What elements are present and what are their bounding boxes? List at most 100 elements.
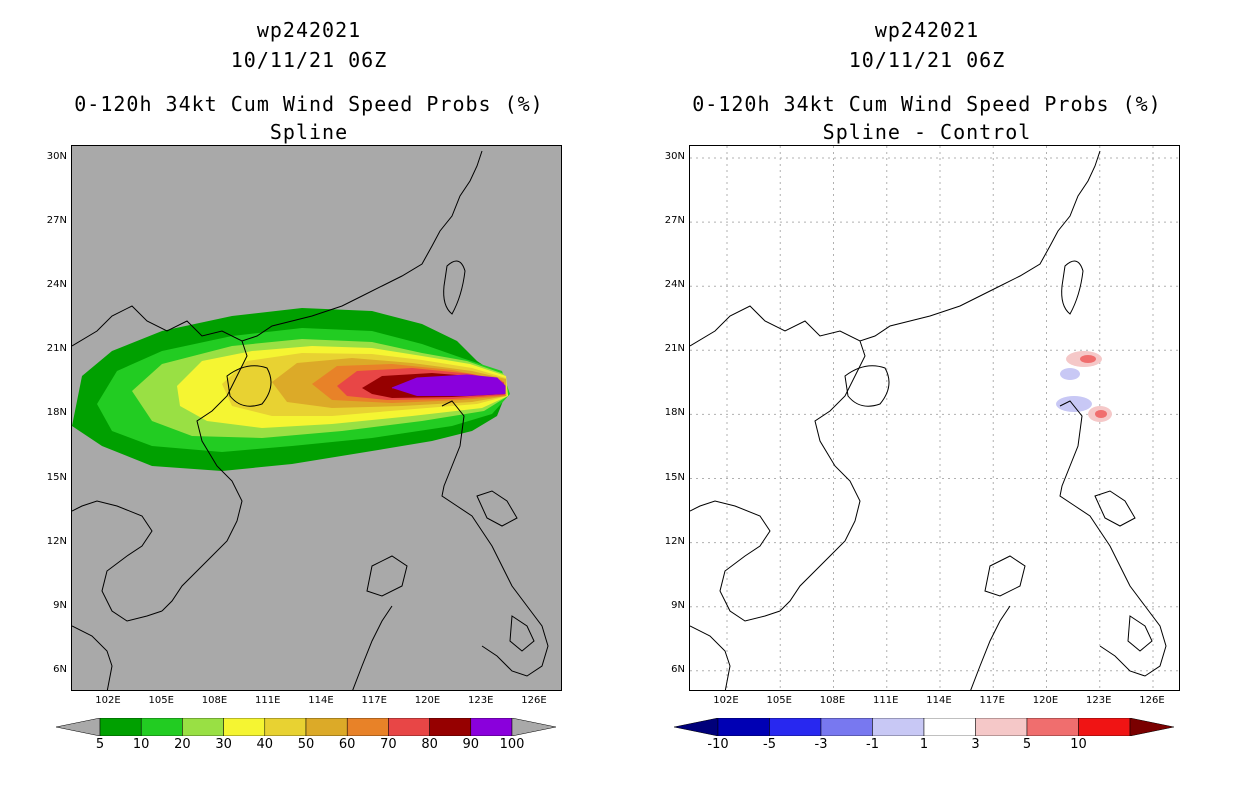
colorbar-label: 10 bbox=[132, 737, 150, 752]
longitude-label: 126E bbox=[1139, 695, 1165, 706]
coastline-segment bbox=[779, 340, 866, 612]
colorbar-label: 50 bbox=[297, 737, 315, 752]
coastline-segment bbox=[1061, 260, 1084, 315]
coastline-segment bbox=[72, 500, 163, 622]
coastline-segment bbox=[690, 500, 781, 622]
longitude-label: 120E bbox=[1032, 695, 1059, 706]
longitude-label: 114E bbox=[308, 695, 334, 706]
colorbar-swatch bbox=[1078, 718, 1131, 736]
colorbar bbox=[56, 718, 556, 736]
latitude-label: 12N bbox=[46, 535, 67, 547]
coastline-segment bbox=[844, 365, 890, 407]
method-title: Spline - Control bbox=[822, 120, 1032, 144]
colorbar-swatch bbox=[923, 718, 976, 736]
colorbar-label: 1 bbox=[919, 737, 929, 752]
storm-id-title: wp242021 bbox=[256, 18, 362, 42]
longitude-label: 102E bbox=[713, 695, 739, 706]
longitude-label: 105E bbox=[766, 695, 792, 706]
colorbar-swatch bbox=[820, 718, 873, 736]
latitude-label: 15N bbox=[46, 471, 67, 483]
colorbar-swatch bbox=[305, 718, 348, 736]
difference-contours bbox=[1056, 351, 1112, 422]
coastline-segment bbox=[476, 490, 518, 527]
coastline-segment bbox=[352, 605, 393, 690]
colorbar-swatch bbox=[140, 718, 183, 736]
probability-contours bbox=[72, 308, 510, 471]
colorbar-swatch bbox=[182, 718, 224, 736]
coastline-segment bbox=[161, 340, 248, 612]
colorbar-swatch bbox=[346, 718, 389, 736]
storm-id-title: wp242021 bbox=[874, 18, 980, 42]
coastline-segment bbox=[366, 555, 408, 597]
colorbar-label: 5 bbox=[95, 737, 105, 752]
longitude-label: 126E bbox=[521, 695, 547, 706]
latitude-label: 27N bbox=[46, 215, 67, 227]
colorbar-label: -5 bbox=[763, 737, 776, 752]
colorbar-swatch bbox=[1026, 718, 1079, 736]
longitude-label: 108E bbox=[819, 695, 846, 706]
colorbar-label: 40 bbox=[256, 737, 274, 752]
colorbar-end-right bbox=[511, 718, 556, 736]
longitude-label: 117E bbox=[979, 695, 1005, 706]
colorbar-label: 10 bbox=[1070, 737, 1087, 752]
datetime-title: 10/11/21 06Z bbox=[848, 48, 1006, 72]
colorbar-swatch bbox=[717, 718, 770, 736]
right-panel: wp242021 10/11/21 06Z 0-120h 34kt Cum Wi… bbox=[618, 0, 1236, 800]
longitude-label: 108E bbox=[201, 695, 228, 706]
colorbar-end-left bbox=[56, 718, 101, 736]
coastline-segment bbox=[1059, 400, 1167, 677]
longitude-label: 111E bbox=[873, 695, 899, 706]
coastline-segment bbox=[72, 150, 483, 347]
colorbar-swatch bbox=[264, 718, 307, 736]
latitude-label: 9N bbox=[53, 599, 67, 611]
colorbar-end-left bbox=[674, 718, 719, 736]
colorbar-label: 20 bbox=[174, 737, 191, 752]
colorbar-swatch bbox=[429, 718, 472, 736]
colorbar bbox=[674, 718, 1174, 736]
latitude-label: 24N bbox=[664, 279, 685, 291]
colorbar-label: -10 bbox=[707, 737, 729, 752]
latitude-label: 9N bbox=[671, 599, 685, 611]
latitude-label: 12N bbox=[664, 535, 685, 547]
colorbar-swatch bbox=[975, 718, 1028, 736]
colorbar-label: -3 bbox=[814, 737, 828, 752]
colorbar-label: 30 bbox=[215, 737, 232, 752]
coastline bbox=[72, 150, 549, 690]
coastline-segment bbox=[1094, 490, 1136, 527]
longitude-label: 111E bbox=[255, 695, 281, 706]
coastline-segment bbox=[690, 150, 1101, 347]
difference-map bbox=[689, 145, 1180, 691]
colorbar-label: 80 bbox=[421, 737, 438, 752]
latitude-label: 15N bbox=[664, 471, 685, 483]
method-title: Spline bbox=[269, 120, 349, 144]
colorbar-swatch bbox=[470, 718, 513, 736]
latitude-label: 6N bbox=[53, 663, 67, 675]
left-panel: wp242021 10/11/21 06Z 0-120h 34kt Cum Wi… bbox=[46, 18, 562, 752]
longitude-label: 120E bbox=[414, 695, 441, 706]
longitude-label: 123E bbox=[468, 695, 494, 706]
longitude-label: 114E bbox=[926, 695, 952, 706]
coastline-segment bbox=[72, 625, 113, 690]
latitude-label: 30N bbox=[46, 151, 67, 162]
colorbar-swatch bbox=[388, 718, 430, 736]
coastline-segment bbox=[690, 625, 731, 690]
latitude-label: 27N bbox=[664, 215, 685, 227]
colorbar-label: -1 bbox=[866, 737, 879, 752]
colorbar-swatch bbox=[769, 718, 822, 736]
longitude-label: 117E bbox=[361, 695, 387, 706]
latitude-label: 21N bbox=[664, 343, 685, 355]
longitude-label: 123E bbox=[1086, 695, 1112, 706]
colorbar-label: 100 bbox=[499, 737, 525, 752]
latitude-label: 30N bbox=[664, 151, 685, 162]
colorbar-label: 60 bbox=[338, 737, 356, 752]
coastline-segment bbox=[970, 605, 1011, 690]
colorbar-label: 70 bbox=[380, 737, 397, 752]
colorbar-swatch bbox=[872, 718, 925, 736]
datetime-title: 10/11/21 06Z bbox=[230, 48, 388, 72]
colorbar-swatch bbox=[99, 718, 142, 736]
latitude-label: 6N bbox=[671, 663, 685, 675]
colorbar-swatch bbox=[223, 718, 266, 736]
colorbar-label: 3 bbox=[971, 737, 980, 752]
latitude-label: 21N bbox=[46, 343, 67, 355]
probability-map bbox=[71, 145, 562, 691]
